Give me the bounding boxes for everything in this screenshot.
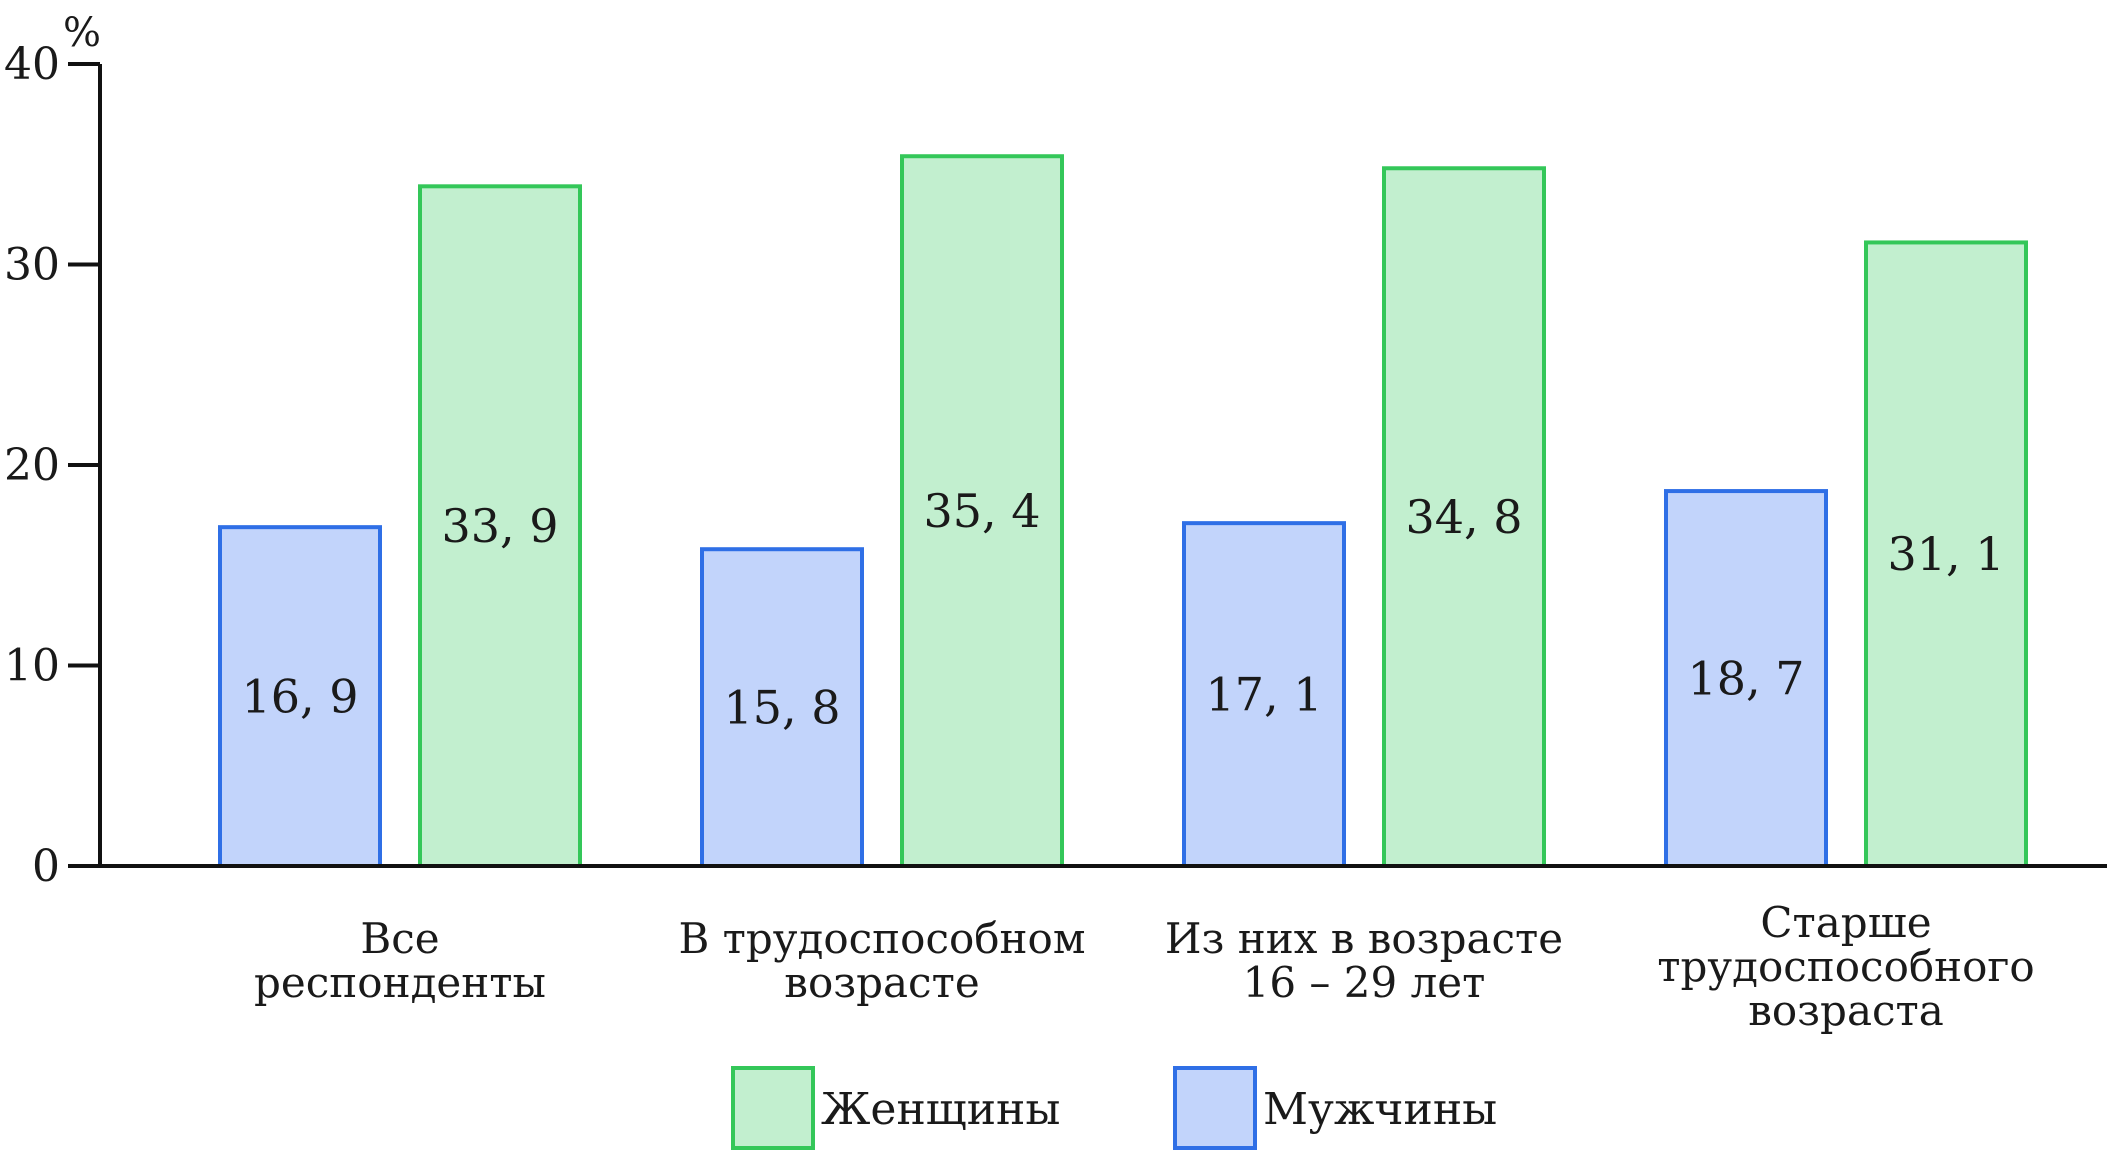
data-label-women-young: 34, 8 (1405, 490, 1522, 544)
bar-women-older (1864, 240, 2028, 868)
legend-swatch-women (731, 1066, 815, 1150)
data-label-men-older: 18, 7 (1687, 652, 1804, 706)
category-label-working-age: В трудоспособном (678, 914, 1085, 963)
category-label-working-age: возрасте (784, 958, 979, 1007)
y-tick-label: 30 (4, 240, 60, 291)
bar-men-all (218, 525, 382, 869)
bar-women-young (1382, 166, 1546, 868)
data-label-women-older: 31, 1 (1887, 527, 2004, 581)
data-label-men-working-age: 15, 8 (723, 681, 840, 735)
legend: Женщины Мужчины (731, 1066, 1497, 1150)
y-tick-label: 10 (4, 641, 60, 692)
category-label-all: Все (360, 914, 439, 963)
legend-label-women: Женщины (821, 1084, 1060, 1135)
category-label-all: респонденты (254, 958, 546, 1007)
data-label-women-all: 33, 9 (441, 499, 558, 553)
y-tick-label: 0 (32, 841, 60, 892)
bars-group (218, 154, 2028, 869)
data-label-men-all: 16, 9 (241, 670, 358, 724)
y-axis-unit-label: % (63, 10, 101, 56)
bar-women-working-age (900, 154, 1064, 869)
y-tick-label: 40 (4, 39, 60, 90)
axes-group: 0 10 20 30 40% (4, 10, 2107, 892)
category-label-older: трудоспособного (1657, 942, 2034, 991)
category-label-young: 16 – 29 лет (1243, 958, 1486, 1007)
category-label-young: Из них в возрасте (1165, 914, 1563, 963)
bar-men-working-age (700, 547, 864, 869)
category-label-older: возраста (1748, 986, 1944, 1035)
y-tick-label: 20 (4, 440, 60, 491)
data-label-men-young: 17, 1 (1205, 668, 1322, 722)
legend-label-men: Мужчины (1263, 1084, 1497, 1135)
legend-swatch-men (1173, 1066, 1257, 1150)
bar-women-all (418, 184, 582, 868)
category-label-older: Старше (1760, 898, 1931, 947)
data-label-women-working-age: 35, 4 (923, 484, 1040, 538)
